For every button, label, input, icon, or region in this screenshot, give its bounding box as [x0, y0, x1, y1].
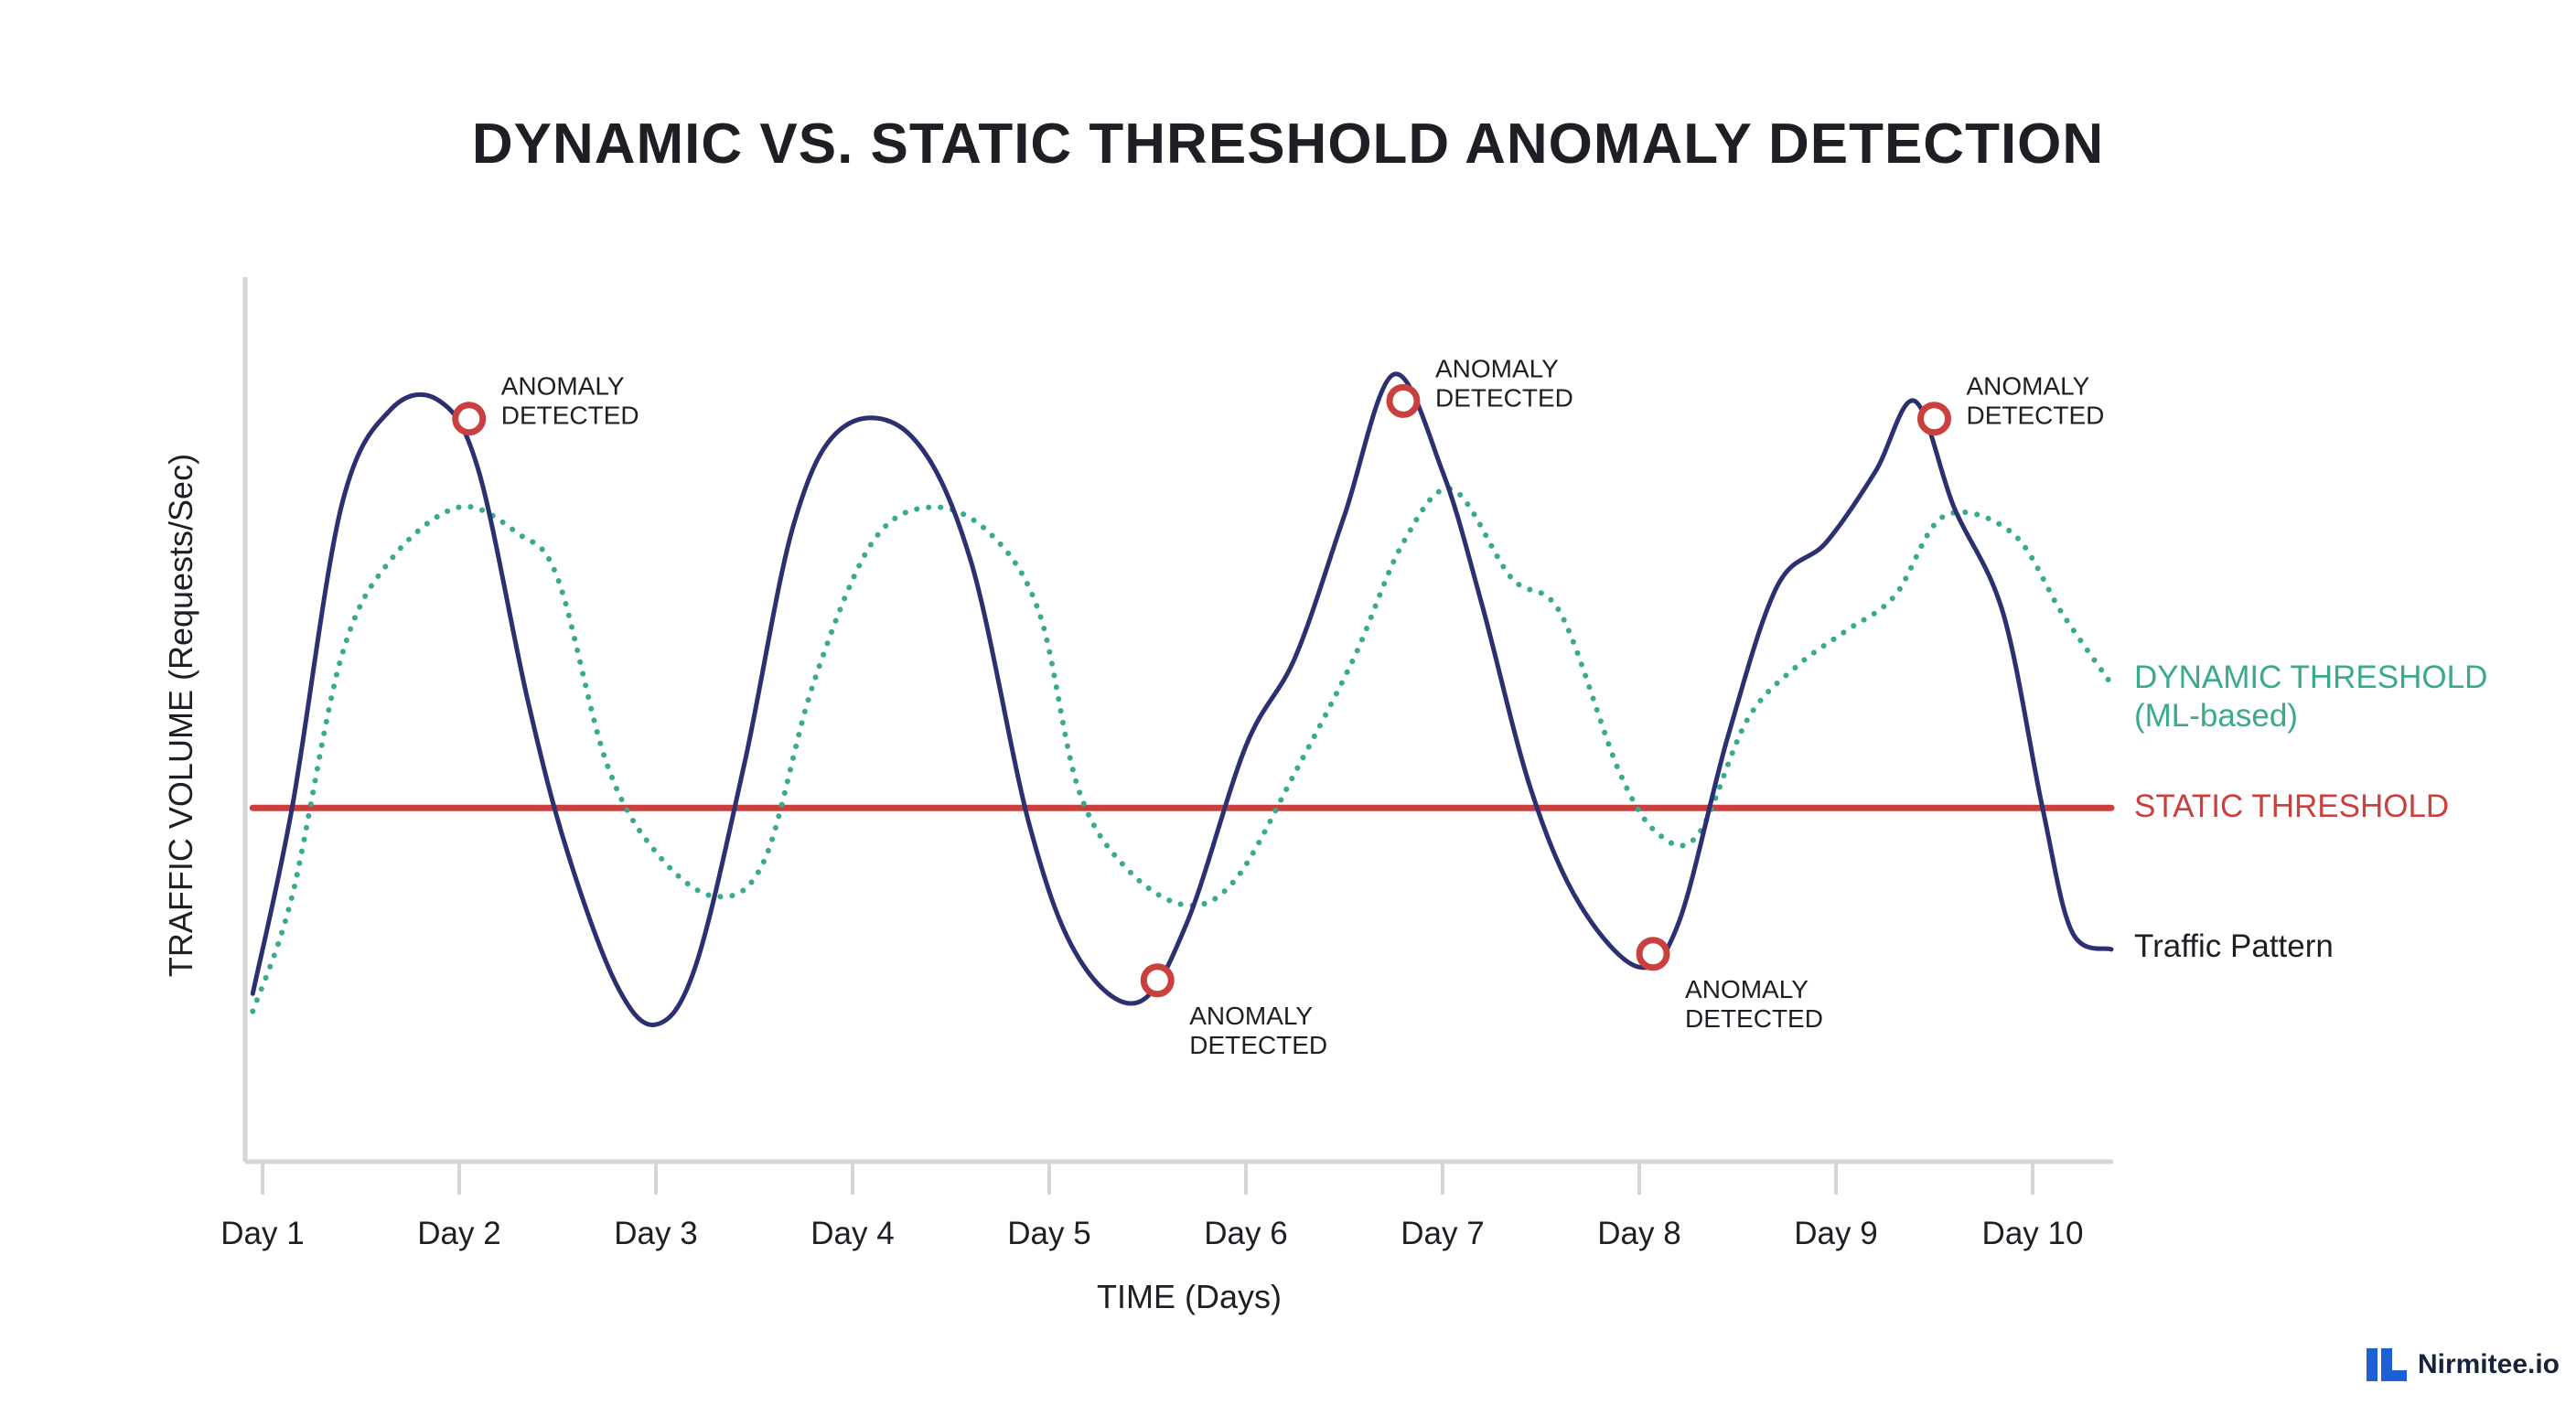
anomaly-label: DETECTED: [501, 402, 639, 430]
anomaly-label: DETECTED: [1685, 1004, 1823, 1033]
x-tick-label: Day 2: [417, 1216, 500, 1251]
anomaly-label: DETECTED: [1435, 383, 1573, 412]
y-axis-title: TRAFFIC VOLUME (Requests/Sec): [162, 454, 199, 977]
brand-logo: Nirmitee.io: [2366, 1348, 2560, 1381]
x-tick-label: Day 8: [1597, 1216, 1680, 1251]
nirmitee-logo-icon: [2366, 1348, 2407, 1381]
legend: DYNAMIC THRESHOLD (ML-based) STATIC THRE…: [2134, 660, 2487, 964]
x-axis-ticks: [261, 1162, 2034, 1195]
series-traffic-pattern: [250, 371, 2114, 1027]
x-tick-label: Day 5: [1007, 1216, 1090, 1251]
plot-area: Day 1 Day 2 Day 3 Day 4 Day 5 Day 6 Day 7 Day 8…: [220, 277, 2115, 1251]
x-tick-label: Day 1: [220, 1216, 304, 1251]
anomaly-label: ANOMALY: [1967, 372, 2090, 401]
anomaly-marker: [1917, 402, 1951, 436]
anomaly-label: ANOMALY: [501, 372, 625, 401]
anomaly-labels: ANOMALYDETECTEDANOMALYDETECTEDANOMALYDET…: [501, 354, 2105, 1058]
x-axis-tick-labels: Day 1 Day 2 Day 3 Day 4 Day 5 Day 6 Day 7 Day 8…: [220, 1216, 2083, 1251]
anomaly-label: DETECTED: [1967, 402, 2105, 430]
x-tick-label: Day 9: [1794, 1216, 1877, 1251]
anomaly-markers: [452, 383, 1951, 998]
anomaly-marker: [1386, 383, 1421, 418]
chart-title: DYNAMIC VS. STATIC THRESHOLD ANOMALY DET…: [472, 113, 2104, 176]
legend-dynamic-line2: (ML-based): [2134, 698, 2298, 734]
series-layer: [249, 371, 2115, 1027]
anomaly-label: ANOMALY: [1685, 975, 1809, 1003]
x-tick-label: Day 3: [614, 1216, 697, 1251]
x-tick-label: Day 10: [1982, 1216, 2084, 1251]
anomaly-marker: [452, 402, 487, 436]
legend-dynamic-line1: DYNAMIC THRESHOLD: [2134, 660, 2487, 695]
x-tick-label: Day 7: [1401, 1216, 1484, 1251]
legend-traffic: Traffic Pattern: [2134, 928, 2334, 964]
series-dynamic-threshold: [250, 486, 2114, 1014]
brand-name: Nirmitee.io: [2417, 1349, 2560, 1379]
x-tick-label: Day 4: [810, 1216, 894, 1251]
x-axis-title: TIME (Days): [1097, 1278, 1282, 1315]
anomaly-label: ANOMALY: [1189, 1002, 1313, 1030]
legend-static: STATIC THRESHOLD: [2134, 788, 2449, 824]
x-tick-label: Day 6: [1204, 1216, 1287, 1251]
anomaly-marker: [1636, 937, 1670, 971]
anomaly-marker: [1140, 963, 1175, 998]
anomaly-label: DETECTED: [1189, 1031, 1327, 1059]
anomaly-label: ANOMALY: [1435, 354, 1559, 382]
